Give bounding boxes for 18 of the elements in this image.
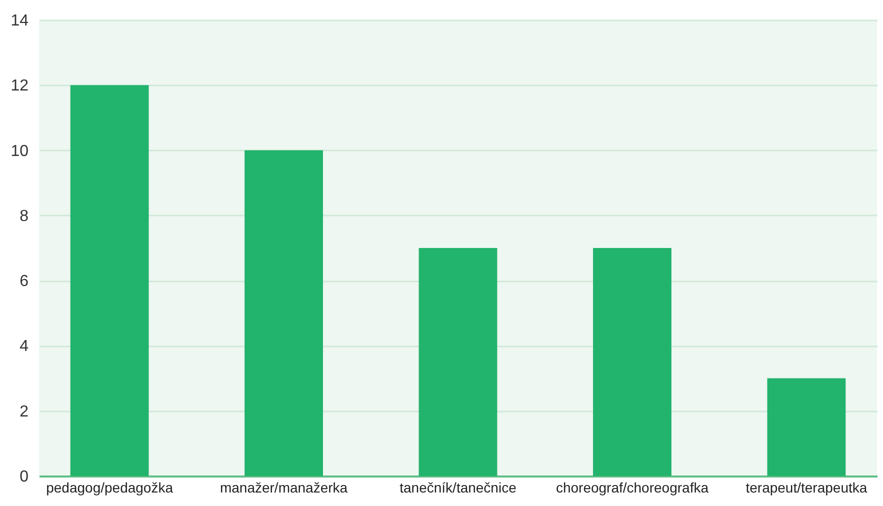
x-tick-label: pedagog/pedagožka — [46, 480, 174, 496]
bar — [418, 248, 498, 476]
y-tick-label: 14 — [10, 12, 29, 30]
x-tick-label: manažer/manažerka — [220, 480, 348, 496]
bar — [244, 150, 323, 476]
bar — [593, 248, 672, 476]
bar — [70, 85, 149, 476]
y-tick-label: 0 — [20, 468, 29, 486]
y-tick-label: 4 — [20, 338, 29, 356]
y-tick-label: 8 — [20, 208, 29, 225]
y-tick-label: 6 — [20, 273, 29, 290]
y-tick-label: 2 — [20, 403, 29, 420]
y-tick-label: 10 — [10, 142, 29, 160]
x-tick-label: choreograf/choreografka — [556, 480, 709, 496]
y-tick-label: 12 — [10, 78, 29, 95]
bar — [767, 378, 846, 476]
x-tick-label: terapeut/terapeutka — [746, 480, 868, 496]
x-tick-label: tanečník/tanečnice — [400, 480, 517, 496]
